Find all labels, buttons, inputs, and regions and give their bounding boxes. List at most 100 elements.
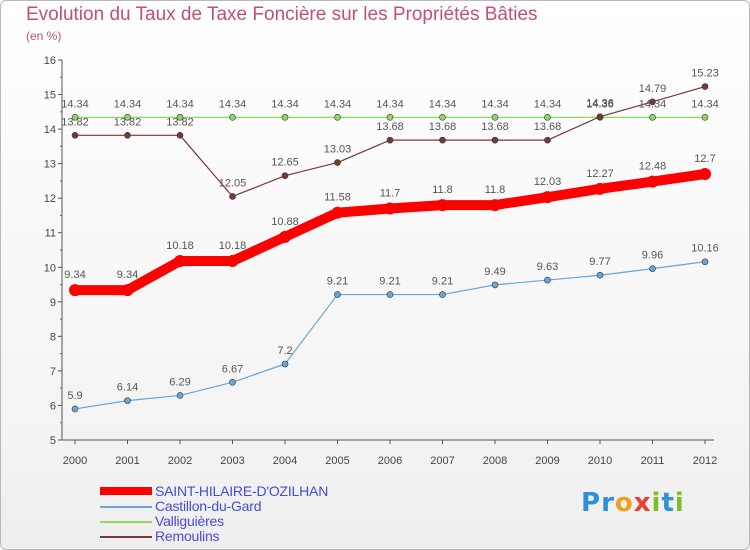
y-tick-label: 6 (50, 400, 56, 412)
point-valliguieres (281, 114, 289, 121)
data-label-castillon: 7.2 (277, 345, 292, 357)
data-label-castillon: 9.96 (642, 250, 663, 262)
y-tick-label: 13 (44, 159, 56, 171)
point-remoulins (439, 136, 446, 144)
y-tick-label: 10 (44, 262, 56, 274)
point-remoulins (71, 132, 79, 139)
legend-swatch-saint-hilaire (100, 487, 152, 495)
point-remoulins (124, 132, 131, 139)
point-saint-hilaire (436, 199, 449, 212)
data-label-valliguieres: 14.34 (639, 98, 667, 110)
point-remoulins (596, 113, 604, 120)
logo-letter: t (661, 488, 675, 518)
point-valliguieres (544, 114, 551, 121)
x-tick-label: 2005 (325, 455, 349, 467)
x-tick-label: 2010 (588, 455, 612, 467)
point-castillon (596, 271, 604, 279)
legend-swatch-castillon (100, 506, 152, 508)
point-saint-hilaire (646, 175, 659, 188)
logo-letter: i (651, 488, 662, 518)
point-valliguieres (229, 114, 236, 121)
proxiti-logo: Proxiti (581, 488, 685, 518)
x-tick-label: 2003 (220, 455, 244, 467)
legend-label-remoulins: Remoulins (155, 528, 220, 544)
point-valliguieres (491, 114, 499, 121)
point-valliguieres (334, 114, 341, 121)
logo-letter: r (601, 488, 615, 518)
data-label-remoulins: 13.03 (324, 144, 352, 156)
data-label-valliguieres: 14.34 (219, 98, 247, 110)
point-saint-hilaire (594, 182, 606, 195)
data-label-castillon: 10.16 (691, 243, 719, 255)
data-label-valliguieres: 14.36 (586, 98, 614, 110)
data-label-remoulins: 14.79 (639, 83, 667, 95)
data-label-remoulins: 14.36 (586, 98, 614, 110)
data-label-saint-hilaire: 11.8 (485, 184, 506, 196)
point-castillon (544, 276, 551, 284)
data-label-remoulins: 13.82 (61, 116, 89, 128)
x-tick-label: 2009 (535, 455, 559, 467)
point-valliguieres (71, 114, 79, 121)
data-label-valliguieres: 14.34 (376, 98, 404, 110)
data-label-remoulins: 13.82 (114, 116, 142, 128)
data-label-saint-hilaire: 9.34 (64, 269, 85, 281)
point-remoulins (701, 83, 709, 90)
data-label-castillon: 9.21 (379, 276, 400, 288)
point-remoulins (386, 136, 394, 144)
data-label-valliguieres: 14.34 (271, 98, 299, 110)
x-tick-label: 2007 (430, 455, 454, 467)
data-label-castillon: 6.67 (222, 363, 243, 375)
data-label-castillon: 6.14 (117, 382, 138, 394)
data-label-castillon: 9.21 (432, 276, 453, 288)
data-label-castillon: 9.21 (327, 276, 348, 288)
unit-label: (en %) (26, 29, 62, 43)
point-valliguieres (176, 114, 184, 121)
y-tick-label: 8 (50, 331, 56, 343)
logo-letter: i (674, 488, 685, 518)
data-label-remoulins: 13.68 (481, 121, 509, 133)
point-saint-hilaire (331, 206, 344, 219)
point-castillon (701, 258, 709, 266)
legend-label-castillon: Castillon-du-Gard (155, 498, 262, 514)
x-tick-label: 2006 (378, 455, 402, 467)
x-tick-label: 2011 (641, 455, 665, 467)
x-tick-label: 2004 (273, 455, 297, 467)
data-label-remoulins: 13.82 (166, 116, 194, 128)
point-castillon (386, 291, 394, 298)
point-saint-hilaire (121, 284, 134, 297)
point-castillon (649, 265, 656, 272)
data-label-valliguieres: 14.34 (481, 98, 509, 110)
point-castillon (176, 392, 184, 399)
point-remoulins (334, 159, 341, 166)
point-valliguieres (701, 114, 709, 121)
data-label-saint-hilaire: 10.18 (166, 240, 194, 252)
legend-swatch-valliguieres (100, 521, 152, 523)
y-tick-label: 14 (44, 124, 56, 136)
y-tick-label: 9 (50, 297, 56, 309)
point-castillon (439, 291, 446, 298)
point-saint-hilaire (384, 202, 396, 215)
data-label-saint-hilaire: 12.7 (694, 153, 715, 165)
data-label-valliguieres: 14.34 (324, 98, 352, 110)
legend-swatch-remoulins (100, 536, 152, 538)
x-tick-label: 2001 (115, 455, 139, 467)
point-remoulins (491, 136, 499, 144)
data-label-castillon: 6.29 (169, 376, 190, 388)
point-saint-hilaire (541, 191, 554, 204)
x-tick-label: 2012 (693, 455, 717, 467)
data-label-valliguieres: 14.34 (534, 98, 562, 110)
point-castillon (124, 397, 131, 404)
logo-letter: o (614, 488, 634, 518)
point-remoulins (544, 136, 551, 144)
y-tick-label: 15 (44, 90, 56, 102)
data-label-saint-hilaire: 12.48 (639, 161, 667, 173)
point-castillon (71, 405, 79, 413)
point-valliguieres (386, 114, 394, 121)
data-label-remoulins: 15.23 (691, 68, 719, 80)
point-saint-hilaire (174, 255, 186, 268)
y-tick-label: 11 (45, 228, 56, 240)
point-remoulins (649, 98, 656, 106)
data-label-remoulins: 13.68 (376, 121, 404, 133)
data-label-remoulins: 13.68 (534, 121, 562, 133)
